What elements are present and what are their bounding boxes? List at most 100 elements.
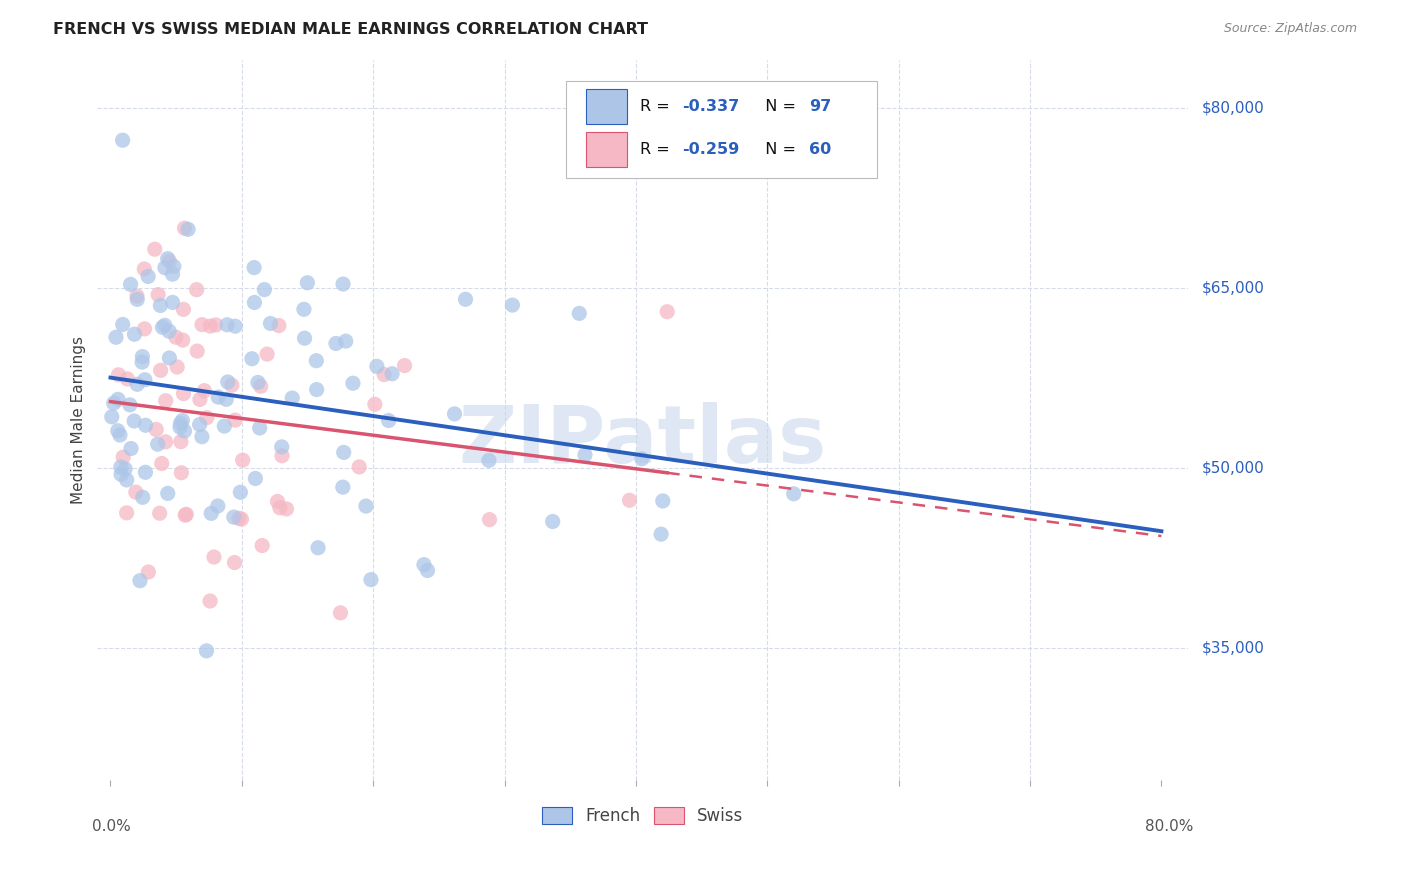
Point (224, 413, 246, 427)
Point (115, 506, 138, 520)
Point (138, 565, 160, 579)
Point (131, 350, 153, 364)
Point (630, 451, 652, 466)
Point (292, 302, 315, 317)
Point (169, 417, 191, 431)
Point (541, 515, 564, 529)
Point (110, 460, 132, 475)
Point (173, 221, 195, 235)
Point (271, 449, 294, 463)
Point (186, 283, 208, 297)
Point (217, 318, 239, 332)
Point (229, 485, 252, 500)
Point (215, 392, 238, 407)
Point (136, 269, 159, 284)
Point (101, 409, 124, 424)
Point (394, 359, 416, 373)
Point (162, 267, 184, 281)
Point (150, 457, 173, 471)
Point (270, 440, 292, 454)
Text: -0.259: -0.259 (682, 142, 740, 157)
Point (207, 390, 229, 404)
Point (172, 302, 194, 317)
Text: $80,000: $80,000 (1202, 100, 1264, 115)
Point (198, 594, 221, 608)
Point (134, 465, 156, 479)
Point (574, 448, 596, 462)
Point (305, 353, 328, 368)
Text: $50,000: $50,000 (1202, 460, 1264, 475)
Point (135, 418, 157, 433)
Point (110, 467, 132, 482)
Point (125, 485, 148, 500)
Point (115, 473, 138, 487)
Point (204, 318, 226, 332)
Point (149, 506, 172, 520)
Point (107, 424, 129, 438)
Point (454, 293, 477, 307)
Point (243, 295, 266, 310)
Point (153, 318, 176, 333)
Point (114, 462, 136, 476)
Point (297, 276, 319, 290)
Point (501, 298, 523, 312)
Point (222, 510, 245, 524)
Point (195, 644, 218, 658)
Point (111, 318, 134, 332)
Point (329, 606, 352, 620)
Point (191, 318, 214, 332)
Point (231, 512, 253, 526)
Point (125, 289, 148, 303)
Point (170, 466, 193, 480)
Point (191, 430, 214, 444)
Point (256, 347, 278, 361)
Point (332, 277, 354, 291)
Point (281, 391, 304, 405)
Text: $35,000: $35,000 (1202, 640, 1264, 655)
Point (146, 287, 169, 301)
Point (105, 330, 128, 344)
Point (188, 392, 211, 407)
Point (478, 453, 501, 467)
Point (107, 368, 129, 382)
Point (155, 393, 177, 408)
Text: 97: 97 (810, 99, 831, 114)
Point (332, 445, 354, 459)
Text: N =: N = (755, 142, 801, 157)
FancyBboxPatch shape (586, 132, 627, 167)
Point (108, 428, 131, 442)
Point (269, 500, 291, 515)
Point (250, 539, 273, 553)
Point (112, 450, 135, 464)
Text: 60: 60 (810, 142, 831, 157)
Point (478, 513, 501, 527)
Point (307, 541, 329, 555)
Point (157, 351, 180, 365)
Point (240, 351, 263, 366)
Point (146, 437, 169, 451)
Point (120, 442, 142, 456)
Point (249, 379, 271, 393)
Point (217, 375, 239, 389)
Point (153, 260, 176, 275)
Point (127, 293, 149, 307)
Point (377, 413, 399, 427)
Point (162, 295, 184, 310)
Point (103, 396, 125, 410)
Point (207, 499, 229, 513)
Y-axis label: Median Male Earnings: Median Male Earnings (72, 335, 86, 504)
Point (131, 355, 153, 369)
Point (651, 494, 673, 508)
Point (156, 486, 179, 500)
Point (159, 254, 181, 268)
Text: R =: R = (640, 99, 675, 114)
Point (117, 372, 139, 386)
Text: N =: N = (755, 99, 801, 114)
Point (360, 573, 382, 587)
Point (202, 549, 225, 564)
Point (134, 322, 156, 336)
Point (127, 377, 149, 392)
Point (276, 502, 298, 516)
Point (173, 386, 195, 401)
Point (416, 564, 439, 578)
